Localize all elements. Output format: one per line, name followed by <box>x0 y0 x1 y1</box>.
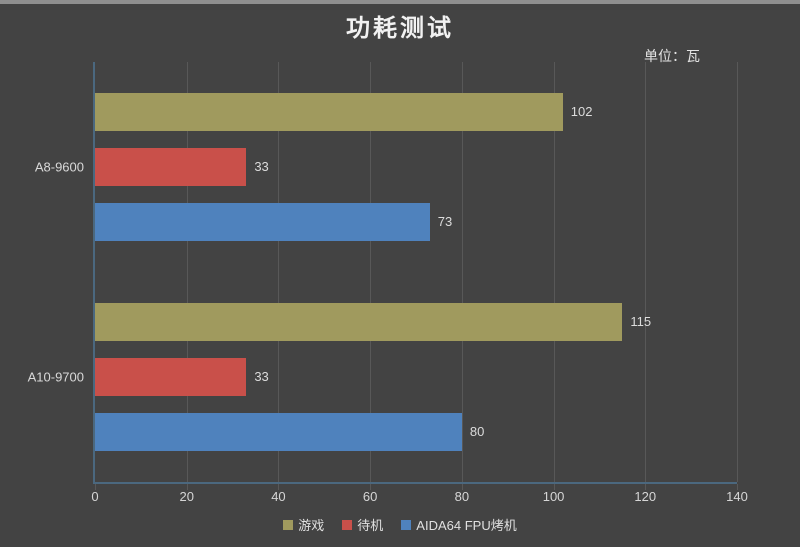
gridline <box>186 62 188 482</box>
axis-tick-mark <box>186 484 188 490</box>
axis-tick-mark <box>553 484 555 490</box>
legend: 游戏 待机 AIDA64 FPU烤机 <box>0 515 800 534</box>
bar-value-label: 80 <box>469 424 485 439</box>
x-axis-tick-label: 60 <box>362 489 378 504</box>
axis-tick-mark <box>737 484 738 490</box>
x-axis-tick-label: 120 <box>634 489 657 504</box>
legend-swatch-icon <box>283 519 294 530</box>
x-axis-tick-label: 20 <box>179 489 194 504</box>
x-axis-tick-label: 0 <box>91 489 99 504</box>
legend-item: AIDA64 FPU烤机 <box>401 515 517 534</box>
category-label: A8-9600 <box>34 159 84 175</box>
chart-title: 功耗测试 <box>346 15 454 42</box>
bar-value-label: 115 <box>630 314 652 329</box>
bar <box>95 413 462 451</box>
bar <box>95 358 247 396</box>
bar <box>95 93 563 131</box>
gridline <box>645 62 647 482</box>
x-axis-tick-label: 140 <box>726 489 748 504</box>
axis-tick-mark <box>461 484 463 490</box>
axis-tick-mark <box>370 484 372 490</box>
bar-value-label: 33 <box>254 159 269 174</box>
top-strip-decoration <box>0 0 800 4</box>
x-axis-tick-label: 40 <box>271 489 286 504</box>
bar-value-label: 73 <box>437 214 453 229</box>
legend-label: AIDA64 FPU烤机 <box>416 518 517 533</box>
gridline <box>370 62 372 482</box>
axis-tick-mark <box>278 484 280 490</box>
legend-swatch-icon <box>342 519 353 530</box>
bar <box>95 203 430 241</box>
legend-swatch-icon <box>401 519 412 530</box>
category-label: A10-9700 <box>27 369 84 385</box>
legend-label: 游戏 <box>298 518 325 533</box>
x-axis-tick-label: 100 <box>542 489 565 504</box>
axis-tick-mark <box>645 484 647 490</box>
legend-label: 待机 <box>357 518 384 533</box>
gridline <box>461 62 463 482</box>
bar-value-label: 33 <box>254 369 269 384</box>
plot-area: 102 33 73 115 33 80 <box>93 62 738 490</box>
gridline <box>278 62 280 482</box>
bar-value-label: 102 <box>570 104 593 119</box>
bar <box>95 303 623 341</box>
legend-item: 游戏 <box>283 515 324 534</box>
axis-tick-mark <box>95 484 96 490</box>
gridline <box>737 62 738 482</box>
bar <box>95 148 247 186</box>
x-axis-tick-label: 80 <box>454 489 470 504</box>
gridline <box>553 62 555 482</box>
legend-item: 待机 <box>342 515 383 534</box>
unit-label: 单位：瓦 <box>644 48 700 64</box>
